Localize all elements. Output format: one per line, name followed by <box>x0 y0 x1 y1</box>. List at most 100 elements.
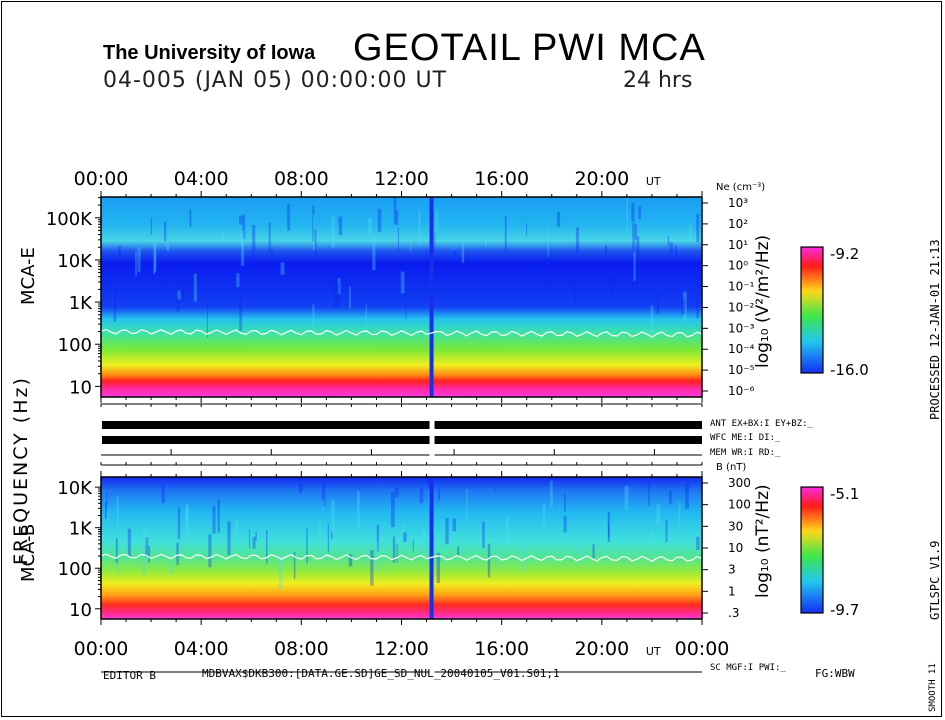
right-tick-label: 10⁻⁵ <box>728 363 755 377</box>
texture-streak <box>435 210 439 231</box>
right-tick-label: 10³ <box>728 196 748 210</box>
texture-streak <box>455 266 458 278</box>
x-unit-label: UT <box>646 645 661 658</box>
texture-streak <box>436 552 441 584</box>
x-tick-label: 00:00 <box>74 168 129 190</box>
panel-label: MCA-E <box>18 247 39 305</box>
x-tick-label: 00:00 <box>675 638 730 660</box>
texture-streak <box>434 232 436 252</box>
texture-streak <box>185 504 189 542</box>
texture-streak <box>161 485 165 504</box>
texture-streak <box>348 554 353 567</box>
texture-streak <box>421 529 426 551</box>
texture-streak <box>217 499 220 533</box>
texture-streak <box>148 546 151 563</box>
texture-streak <box>432 527 436 547</box>
texture-streak <box>526 223 528 236</box>
right-tick-label: 10 <box>728 541 743 555</box>
texture-streak <box>696 213 700 243</box>
x-tick-label: 08:00 <box>274 168 329 190</box>
texture-streak <box>392 536 396 563</box>
spectrogram-mca-b <box>101 477 702 619</box>
texture-streak <box>487 543 491 578</box>
texture-streak <box>271 246 273 277</box>
texture-streak <box>176 542 179 565</box>
texture-streak <box>482 521 485 548</box>
right-axis-label: Ne (cm⁻³) <box>716 182 765 193</box>
texture-streak <box>581 540 584 564</box>
texture-streak <box>457 546 460 555</box>
texture-streak <box>667 235 670 247</box>
texture-streak <box>286 254 289 280</box>
texture-streak <box>116 550 119 576</box>
texture-streak <box>329 254 331 270</box>
texture-streak <box>504 215 507 254</box>
y-tick-label: 1K <box>69 293 93 314</box>
texture-streak <box>396 543 398 563</box>
texture-streak <box>322 482 326 508</box>
x-tick-label: 20:00 <box>574 168 629 190</box>
colorbar-label: log₁₀ (V²/m²/Hz) <box>753 235 773 368</box>
texture-streak <box>372 234 376 271</box>
right-tick-label: 10⁰ <box>728 259 748 273</box>
texture-streak <box>177 290 181 300</box>
texture-streak <box>696 292 699 319</box>
texture-streak <box>240 230 245 266</box>
texture-streak <box>412 539 414 551</box>
y-tick-label: 10K <box>57 478 93 499</box>
texture-streak <box>592 544 595 559</box>
texture-streak <box>376 524 380 552</box>
mode-status-bar <box>102 436 430 444</box>
texture-streak <box>650 305 654 333</box>
right-tick-label: 30 <box>728 519 743 533</box>
texture-streak <box>181 261 185 299</box>
texture-streak <box>685 484 689 510</box>
texture-streak <box>169 546 173 575</box>
texture-streak <box>268 222 271 253</box>
right-tick-label: 300 <box>728 476 751 490</box>
texture-streak <box>206 300 209 338</box>
texture-streak <box>240 233 244 246</box>
texture-streak <box>252 225 256 252</box>
texture-streak <box>521 538 525 572</box>
colorbar-min-label: -9.7 <box>830 601 859 619</box>
x-unit-label: UT <box>646 175 661 188</box>
x-tick-label: 16:00 <box>474 168 529 190</box>
texture-streak <box>632 222 635 250</box>
texture-streak <box>634 224 637 240</box>
texture-streak <box>278 554 283 590</box>
texture-streak <box>127 528 132 557</box>
texture-streak <box>271 269 276 280</box>
plasma-frequency-line <box>100 553 703 562</box>
texture-streak <box>374 542 379 572</box>
right-tick-label: 100 <box>728 498 751 512</box>
texture-streak <box>177 507 181 539</box>
texture-streak <box>604 245 608 262</box>
texture-streak <box>656 292 660 314</box>
texture-streak <box>122 538 126 551</box>
data-gap-bar <box>429 477 434 619</box>
texture-streak <box>365 304 367 329</box>
texture-streak <box>573 274 576 306</box>
texture-streak <box>166 242 169 251</box>
texture-streak <box>239 294 243 331</box>
texture-streak <box>193 273 197 302</box>
texture-streak <box>235 520 239 537</box>
texture-streak <box>428 489 430 507</box>
texture-streak <box>252 536 256 549</box>
texture-streak <box>227 521 231 556</box>
x-tick-label: 20:00 <box>574 638 629 660</box>
texture-streak <box>650 531 654 544</box>
texture-streak <box>576 538 580 554</box>
mode-status-bar <box>434 421 702 429</box>
texture-streak <box>255 531 257 541</box>
texture-streak <box>678 502 681 533</box>
data-gap-bar <box>429 197 434 397</box>
texture-streak <box>251 253 254 272</box>
texture-streak <box>385 547 387 576</box>
texture-streak <box>418 210 421 246</box>
texture-streak <box>367 217 372 239</box>
texture-streak <box>498 535 501 569</box>
texture-streak <box>393 197 397 224</box>
